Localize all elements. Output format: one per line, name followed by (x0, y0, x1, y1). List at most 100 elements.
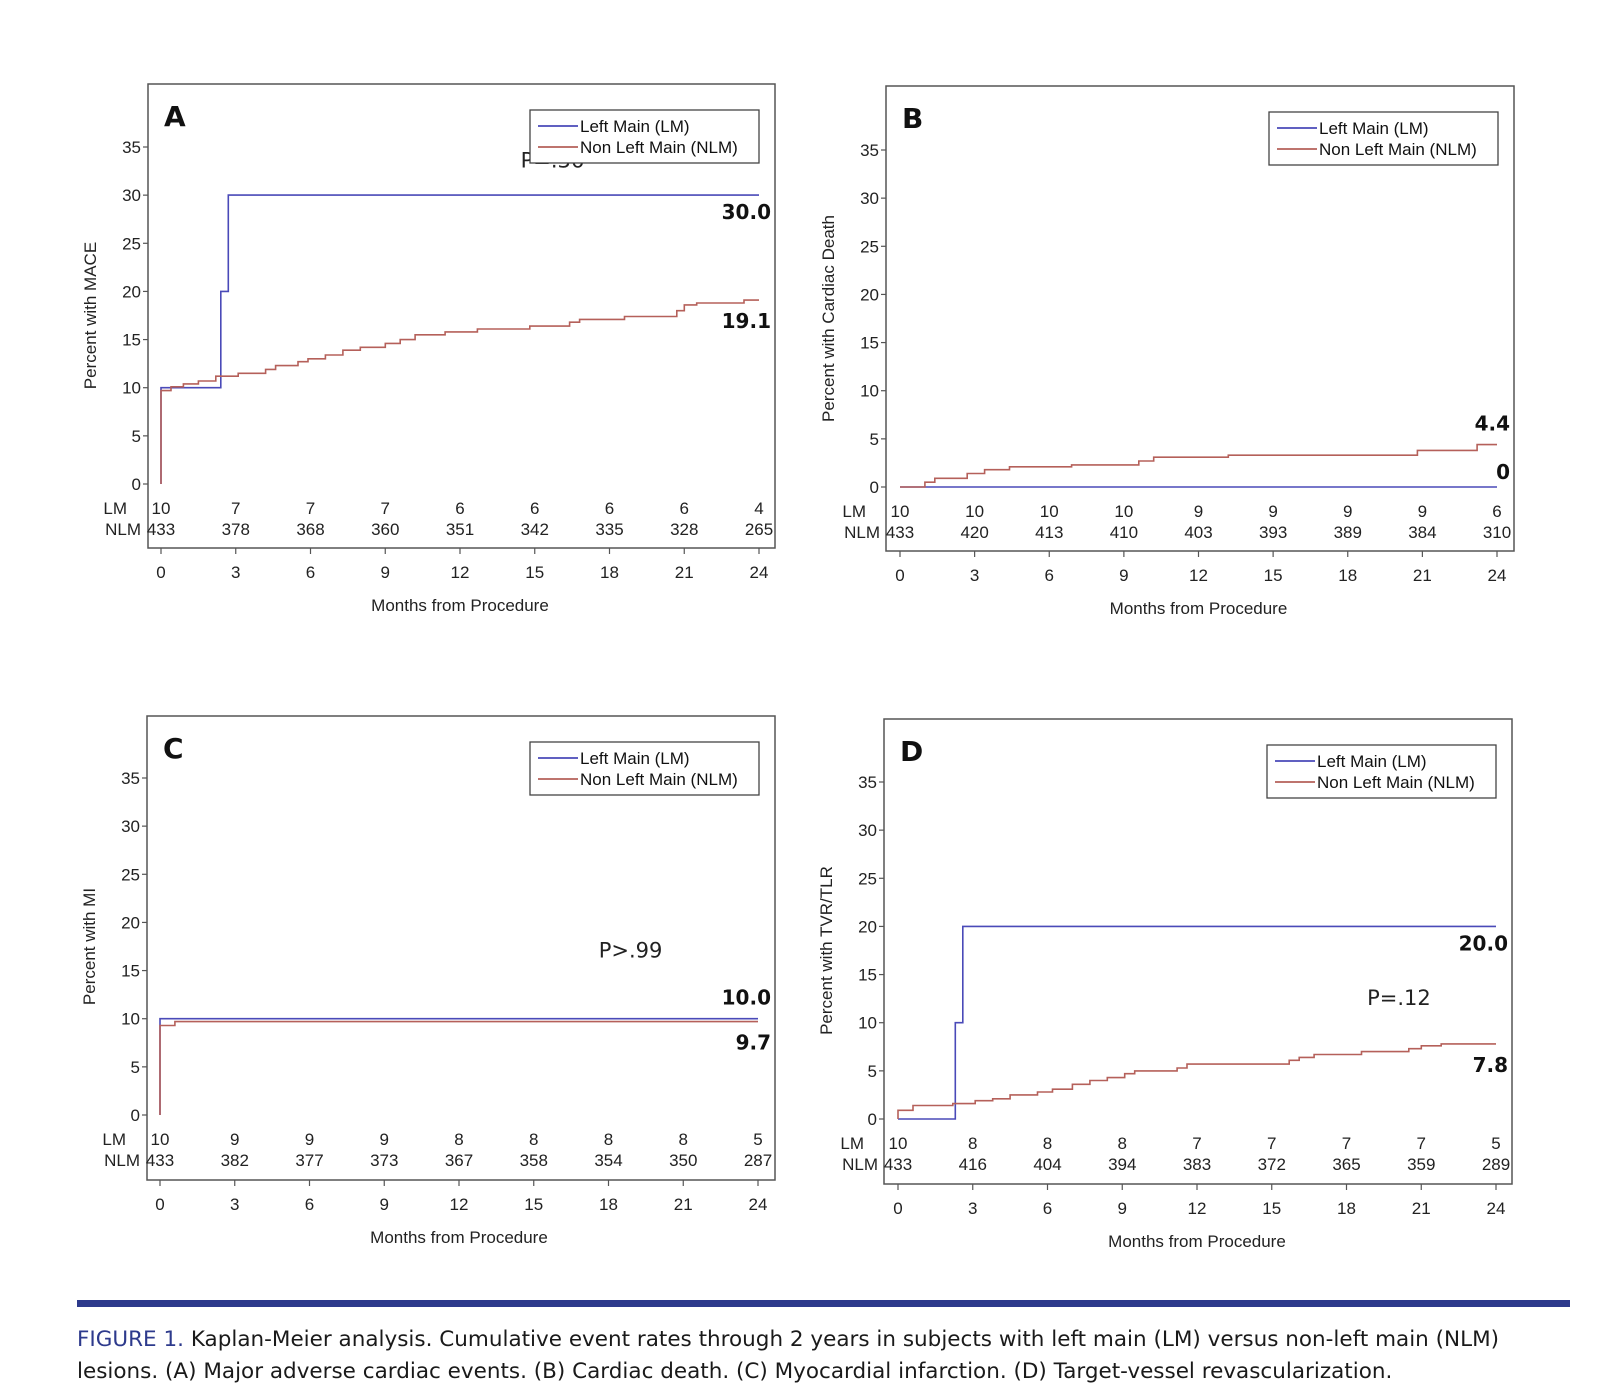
legend-label: Left Main (LM) (1317, 752, 1427, 771)
risk-count-nlm: 389 (1334, 523, 1362, 542)
nlm-end-label: 7.8 (1473, 1053, 1508, 1077)
risk-count-nlm: 433 (147, 520, 175, 539)
figure-caption: FIGURE 1. Kaplan-Meier analysis. Cumulat… (77, 1324, 1577, 1388)
lm-end-label: 0 (1496, 460, 1510, 484)
risk-count-nlm: 413 (1035, 523, 1063, 542)
lm-curve (898, 925, 1496, 1120)
panel-c: 0 5 10 15 20 25 30 35 Percent with MI 0 3 6 9 12 15 18 2… (80, 715, 776, 1247)
risk-count-nlm: 416 (959, 1155, 987, 1174)
risk-row-label: LM (840, 1134, 864, 1153)
risk-count-lm: 10 (152, 499, 171, 518)
risk-count-lm: 6 (455, 499, 464, 518)
x-tick-label: 15 (1262, 1199, 1281, 1218)
risk-count-lm: 8 (1043, 1134, 1052, 1153)
x-tick-label: 0 (893, 1199, 902, 1218)
risk-count-lm: 8 (968, 1134, 977, 1153)
risk-count-lm: 7 (231, 499, 240, 518)
x-tick-label: 3 (230, 1195, 239, 1214)
legend-box (529, 109, 760, 164)
panel-letter: D (900, 735, 923, 768)
risk-count-lm: 8 (604, 1130, 613, 1149)
nlm-curve (159, 1020, 758, 1115)
caption-text: Kaplan-Meier analysis. Cumulative event … (77, 1327, 1500, 1384)
x-tick-label: 15 (524, 1195, 543, 1214)
risk-row-label: LM (102, 1130, 126, 1149)
risk-count-lm: 9 (1268, 502, 1277, 521)
risk-count-nlm: 310 (1483, 523, 1511, 542)
legend-label: Non Left Main (NLM) (1319, 140, 1477, 159)
y-tick-label: 35 (860, 141, 879, 160)
x-tick-label: 18 (1337, 1199, 1356, 1218)
risk-count-lm: 9 (1343, 502, 1352, 521)
legend-label: Non Left Main (NLM) (580, 138, 738, 157)
x-tick-label: 9 (1118, 1199, 1127, 1218)
y-tick-label: 0 (868, 1110, 877, 1129)
lm-end-label: 10.0 (722, 986, 771, 1010)
legend: Left Main (LM) Non Left Main (NLM) (1268, 111, 1499, 166)
x-axis-title: Months from Procedure (1110, 599, 1288, 618)
risk-count-nlm: 342 (521, 520, 549, 539)
panel-d: 0 5 10 15 20 25 30 35 Percent with TVR/TLR 0 3 6 9 12… (817, 718, 1513, 1251)
risk-count-lm: 10 (1040, 502, 1059, 521)
risk-count-nlm: 372 (1258, 1155, 1286, 1174)
risk-count-lm: 8 (529, 1130, 538, 1149)
x-tick-label: 6 (1045, 566, 1054, 585)
x-tick-label: 21 (1413, 566, 1432, 585)
y-tick-label: 20 (122, 282, 141, 301)
x-tick-label: 6 (306, 563, 315, 582)
risk-count-nlm: 394 (1108, 1155, 1136, 1174)
x-axis-title: Months from Procedure (370, 1228, 548, 1247)
y-tick-label: 5 (870, 430, 879, 449)
risk-count-nlm: 383 (1183, 1155, 1211, 1174)
y-tick-label: 30 (121, 817, 140, 836)
risk-count-nlm: 433 (886, 523, 914, 542)
panel-letter: B (902, 102, 923, 135)
lm-curve (159, 1017, 758, 1115)
risk-row-label: NLM (105, 520, 141, 539)
risk-count-lm: 6 (680, 499, 689, 518)
x-tick-label: 24 (750, 563, 769, 582)
x-tick-label: 24 (1487, 1199, 1506, 1218)
y-tick-label: 20 (858, 917, 877, 936)
risk-row-label: NLM (842, 1155, 878, 1174)
risk-count-lm: 8 (1118, 1134, 1127, 1153)
risk-count-nlm: 358 (520, 1151, 548, 1170)
risk-row-label: LM (842, 502, 866, 521)
y-tick-label: 30 (122, 186, 141, 205)
nlm-end-label: 19.1 (722, 309, 771, 333)
y-tick-label: 5 (131, 1058, 140, 1077)
y-tick-label: 35 (121, 769, 140, 788)
y-tick-label: 10 (860, 382, 879, 401)
x-tick-label: 15 (525, 563, 544, 582)
risk-count-lm: 7 (381, 499, 390, 518)
risk-count-nlm: 433 (884, 1155, 912, 1174)
x-tick-label: 24 (749, 1195, 768, 1214)
risk-count-lm: 5 (753, 1130, 762, 1149)
x-tick-label: 12 (1188, 1199, 1207, 1218)
x-tick-label: 18 (599, 1195, 618, 1214)
y-tick-label: 20 (121, 913, 140, 932)
risk-count-nlm: 360 (371, 520, 399, 539)
y-tick-label: 10 (858, 1014, 877, 1033)
y-axis-title: Percent with MACE (81, 242, 100, 389)
risk-count-nlm: 354 (594, 1151, 622, 1170)
risk-count-lm: 10 (151, 1130, 170, 1149)
risk-count-nlm: 373 (370, 1151, 398, 1170)
risk-count-lm: 10 (891, 502, 910, 521)
risk-count-lm: 9 (305, 1130, 314, 1149)
p-value: P>.99 (599, 938, 663, 962)
x-tick-label: 21 (674, 1195, 693, 1214)
legend: Left Main (LM) Non Left Main (NLM) (1266, 744, 1497, 799)
risk-count-lm: 5 (1491, 1134, 1500, 1153)
x-tick-label: 9 (381, 563, 390, 582)
caption-label: FIGURE 1. (77, 1327, 184, 1352)
nlm-curve (897, 1043, 1496, 1119)
plot-frame (885, 85, 1515, 552)
x-tick-label: 9 (1119, 566, 1128, 585)
y-tick-label: 30 (858, 821, 877, 840)
plot-frame (147, 83, 776, 549)
risk-count-lm: 9 (380, 1130, 389, 1149)
risk-count-nlm: 351 (446, 520, 474, 539)
